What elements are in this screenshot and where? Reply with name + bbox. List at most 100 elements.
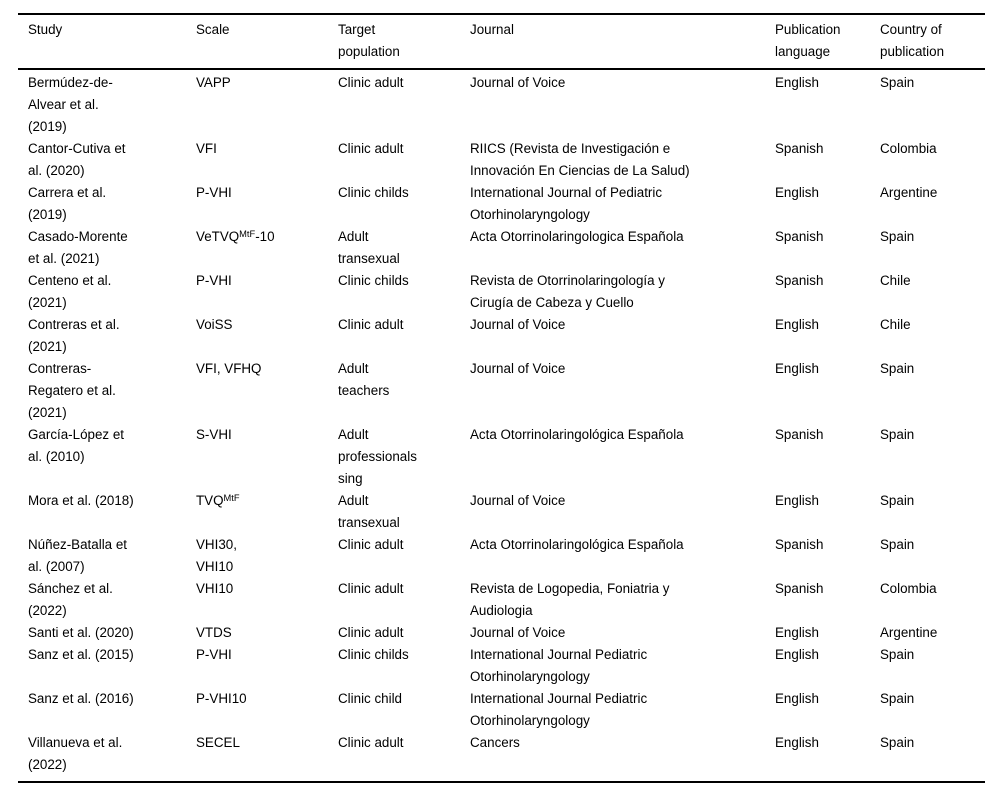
study-line: al. (2007) [28, 559, 85, 574]
column-header-language: Publication language [775, 14, 880, 70]
scale-cell: VHI10 [196, 578, 338, 622]
journal-line: International Journal Pediatric [470, 647, 648, 662]
journal-line: Revista de Logopedia, Foniatria y [470, 581, 670, 596]
journal-line: RIICS (Revista de Investigación e [470, 141, 671, 156]
country-cell: Spain [880, 732, 985, 782]
study-line: al. (2010) [28, 449, 85, 464]
table-row: Sanz et al. (2015) P-VHI Clinic childs Inte… [18, 644, 985, 688]
language-line: English [775, 735, 819, 750]
population-line: transexual [338, 515, 400, 530]
population-line: Adult [338, 361, 369, 376]
country-cell: Spain [880, 358, 985, 424]
studies-table: Study Scale Target population Journal Publica… [18, 13, 985, 783]
country-line: Spain [880, 735, 915, 750]
study-line: Mora et al. (2018) [28, 493, 134, 508]
population-cell: Adult transexual [338, 226, 470, 270]
table-row: Carrera et al. (2019) P-VHI Clinic childs In… [18, 182, 985, 226]
journal-cell: Revista de Otorrinolaringología y Cirugía… [470, 270, 775, 314]
population-cell: Clinic adult [338, 732, 470, 782]
scale-line: VFI [196, 138, 332, 160]
country-line: Spain [880, 75, 915, 90]
study-line: (2022) [28, 757, 67, 772]
country-line: Argentine [880, 625, 938, 640]
population-line: Clinic adult [338, 317, 404, 332]
journal-line: Otorhinolaryngology [470, 207, 590, 222]
journal-line: Cancers [470, 735, 520, 750]
language-line: English [775, 317, 819, 332]
column-header-line: language [775, 44, 831, 59]
country-cell: Spain [880, 69, 985, 138]
country-line: Colombia [880, 581, 937, 596]
study-line: Villanueva et al. [28, 735, 123, 750]
journal-line: Journal of Voice [470, 75, 566, 90]
scale-line: VTDS [196, 622, 332, 644]
scale-line: TVQMtF [196, 490, 332, 512]
journal-line: Audiologia [470, 603, 533, 618]
table-row: Bermúdez-de- Alvear et al. (2019) VAPP Clini… [18, 69, 985, 138]
population-cell: Clinic adult [338, 578, 470, 622]
table-row: Contreras et al. (2021) VoiSS Clinic adult J… [18, 314, 985, 358]
journal-line: International Journal of Pediatric [470, 185, 663, 200]
study-line: Centeno et al. [28, 273, 112, 288]
table-header: Study Scale Target population Journal Publica… [18, 14, 985, 70]
population-cell: Clinic childs [338, 182, 470, 226]
study-cell: Santi et al. (2020) [18, 622, 196, 644]
table-row: Villanueva et al. (2022) SECEL Clinic adult… [18, 732, 985, 782]
population-cell: Clinic adult [338, 138, 470, 182]
population-cell: Adult professionals sing [338, 424, 470, 490]
population-line: Adult [338, 229, 369, 244]
country-line: Colombia [880, 141, 937, 156]
population-line: transexual [338, 251, 400, 266]
scale-cell: S-VHI [196, 424, 338, 490]
study-line: (2022) [28, 603, 67, 618]
journal-cell: Journal of Voice [470, 314, 775, 358]
country-cell: Colombia [880, 578, 985, 622]
journal-line: Journal of Voice [470, 317, 566, 332]
language-line: English [775, 75, 819, 90]
column-header-line: Journal [470, 22, 514, 37]
scale-text: VoiSS [196, 317, 233, 332]
population-cell: Clinic childs [338, 644, 470, 688]
scale-line: P-VHI10 [196, 688, 332, 710]
header-row: Study Scale Target population Journal Publica… [18, 14, 985, 70]
country-line: Chile [880, 317, 911, 332]
country-cell: Spain [880, 644, 985, 688]
language-line: English [775, 185, 819, 200]
journal-cell: Journal of Voice [470, 358, 775, 424]
table-row: Casado-Morente et al. (2021) VeTVQMtF-10 Ad… [18, 226, 985, 270]
language-line: Spanish [775, 537, 824, 552]
column-header-line: population [338, 44, 400, 59]
scale-cell: VHI30, VHI10 [196, 534, 338, 578]
table-row: Santi et al. (2020) VTDS Clinic adult Journ… [18, 622, 985, 644]
study-cell: Villanueva et al. (2022) [18, 732, 196, 782]
column-header-scale: Scale [196, 14, 338, 70]
country-line: Argentine [880, 185, 938, 200]
study-cell: Contreras et al. (2021) [18, 314, 196, 358]
journal-cell: Acta Otorrinolaringológica Española [470, 534, 775, 578]
study-line: Sánchez et al. [28, 581, 113, 596]
scale-cell: SECEL [196, 732, 338, 782]
country-line: Spain [880, 647, 915, 662]
study-line: (2021) [28, 405, 67, 420]
table-row: Sanz et al. (2016) P-VHI10 Clinic child Int… [18, 688, 985, 732]
scale-line: VAPP [196, 72, 332, 94]
scale-line: VHI30, [196, 534, 332, 556]
study-line: Bermúdez-de- [28, 75, 113, 90]
population-line: Clinic childs [338, 647, 409, 662]
journal-cell: Journal of Voice [470, 622, 775, 644]
scale-line: P-VHI [196, 270, 332, 292]
column-header-line: Scale [196, 22, 230, 37]
scale-text: TVQ [196, 493, 224, 508]
study-cell: Cantor-Cutiva et al. (2020) [18, 138, 196, 182]
scale-cell: VTDS [196, 622, 338, 644]
language-line: Spanish [775, 273, 824, 288]
table-row: Centeno et al. (2021) P-VHI Clinic childs Re… [18, 270, 985, 314]
language-line: Spanish [775, 141, 824, 156]
scale-text: VHI10 [196, 581, 234, 596]
scale-cell: VFI, VFHQ [196, 358, 338, 424]
scale-text: P-VHI10 [196, 691, 247, 706]
scale-cell: VAPP [196, 69, 338, 138]
journal-cell: Cancers [470, 732, 775, 782]
language-line: Spanish [775, 581, 824, 596]
scale-line: S-VHI [196, 424, 332, 446]
